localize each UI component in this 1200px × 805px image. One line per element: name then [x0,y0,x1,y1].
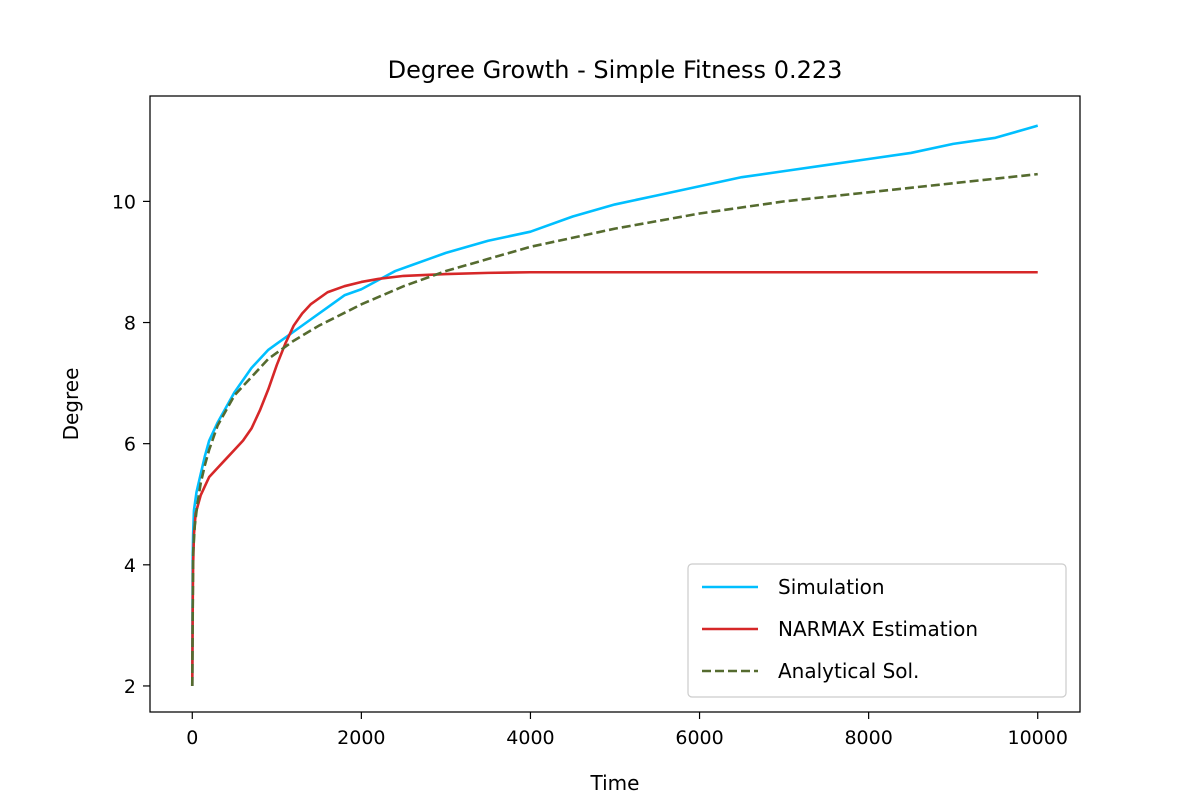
legend-box [687,563,1067,698]
y-axis-ticks: 2 4 6 8 10 [112,191,150,698]
legend: Simulation NARMAX Estimation Analytical … [687,563,1067,698]
y-tick-label: 4 [124,555,136,577]
y-tick-label: 2 [124,676,136,698]
x-axis-ticks: 0 2000 4000 6000 8000 10000 [186,712,1068,749]
x-tick-label: 6000 [675,727,723,749]
x-tick-label: 8000 [844,727,892,749]
series-line-narmax-estimation [190,270,1038,686]
legend-label-simulation: Simulation [778,575,885,599]
y-axis-label: Degree [59,368,83,441]
series-line-simulation [190,124,1039,686]
x-tick-label: 2000 [337,727,385,749]
legend-label-analytical: Analytical Sol. [778,659,919,683]
series-line-analytical-solution [190,172,1038,686]
plot-frame [149,95,1081,713]
y-tick-label: 10 [112,191,136,213]
y-tick-label: 8 [124,313,136,335]
x-axis-label: Time [590,771,640,795]
x-tick-label: 0 [186,727,198,749]
y-tick-label: 6 [124,434,136,456]
x-tick-label: 10000 [1008,727,1068,749]
series-layer [190,124,1039,686]
legend-label-narmax: NARMAX Estimation [778,617,978,641]
chart-title: Degree Growth - Simple Fitness 0.223 [388,56,843,84]
x-tick-label: 4000 [506,727,554,749]
